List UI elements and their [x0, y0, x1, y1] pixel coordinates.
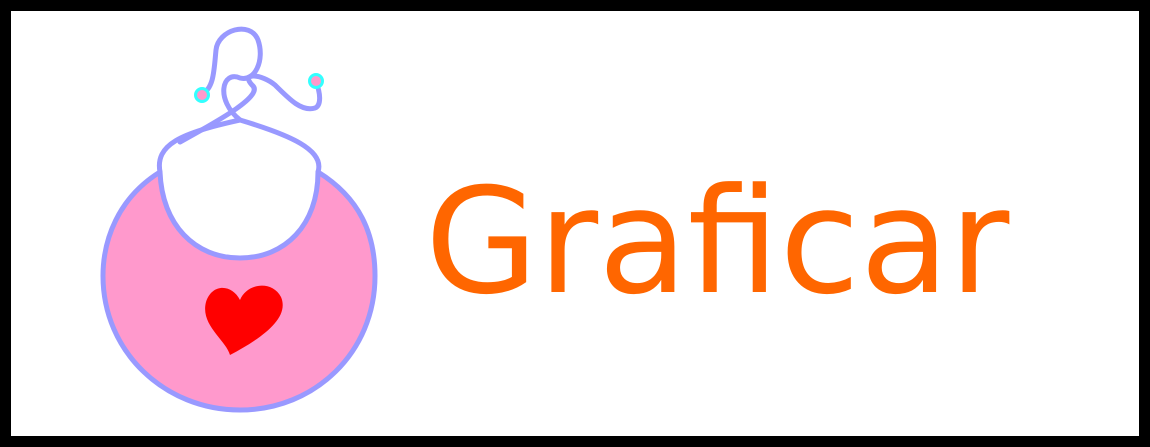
- bib-string-end-right: [308, 73, 324, 89]
- bib-tie-string-left: [199, 26, 263, 123]
- heart-icon: [205, 285, 283, 355]
- bib-string-end-left: [194, 87, 210, 103]
- bib-neck-string: [156, 117, 322, 175]
- bib-tie-string-right: [177, 73, 323, 145]
- brand-wordmark: Graficar: [425, 157, 1010, 327]
- bib-body: [100, 169, 378, 413]
